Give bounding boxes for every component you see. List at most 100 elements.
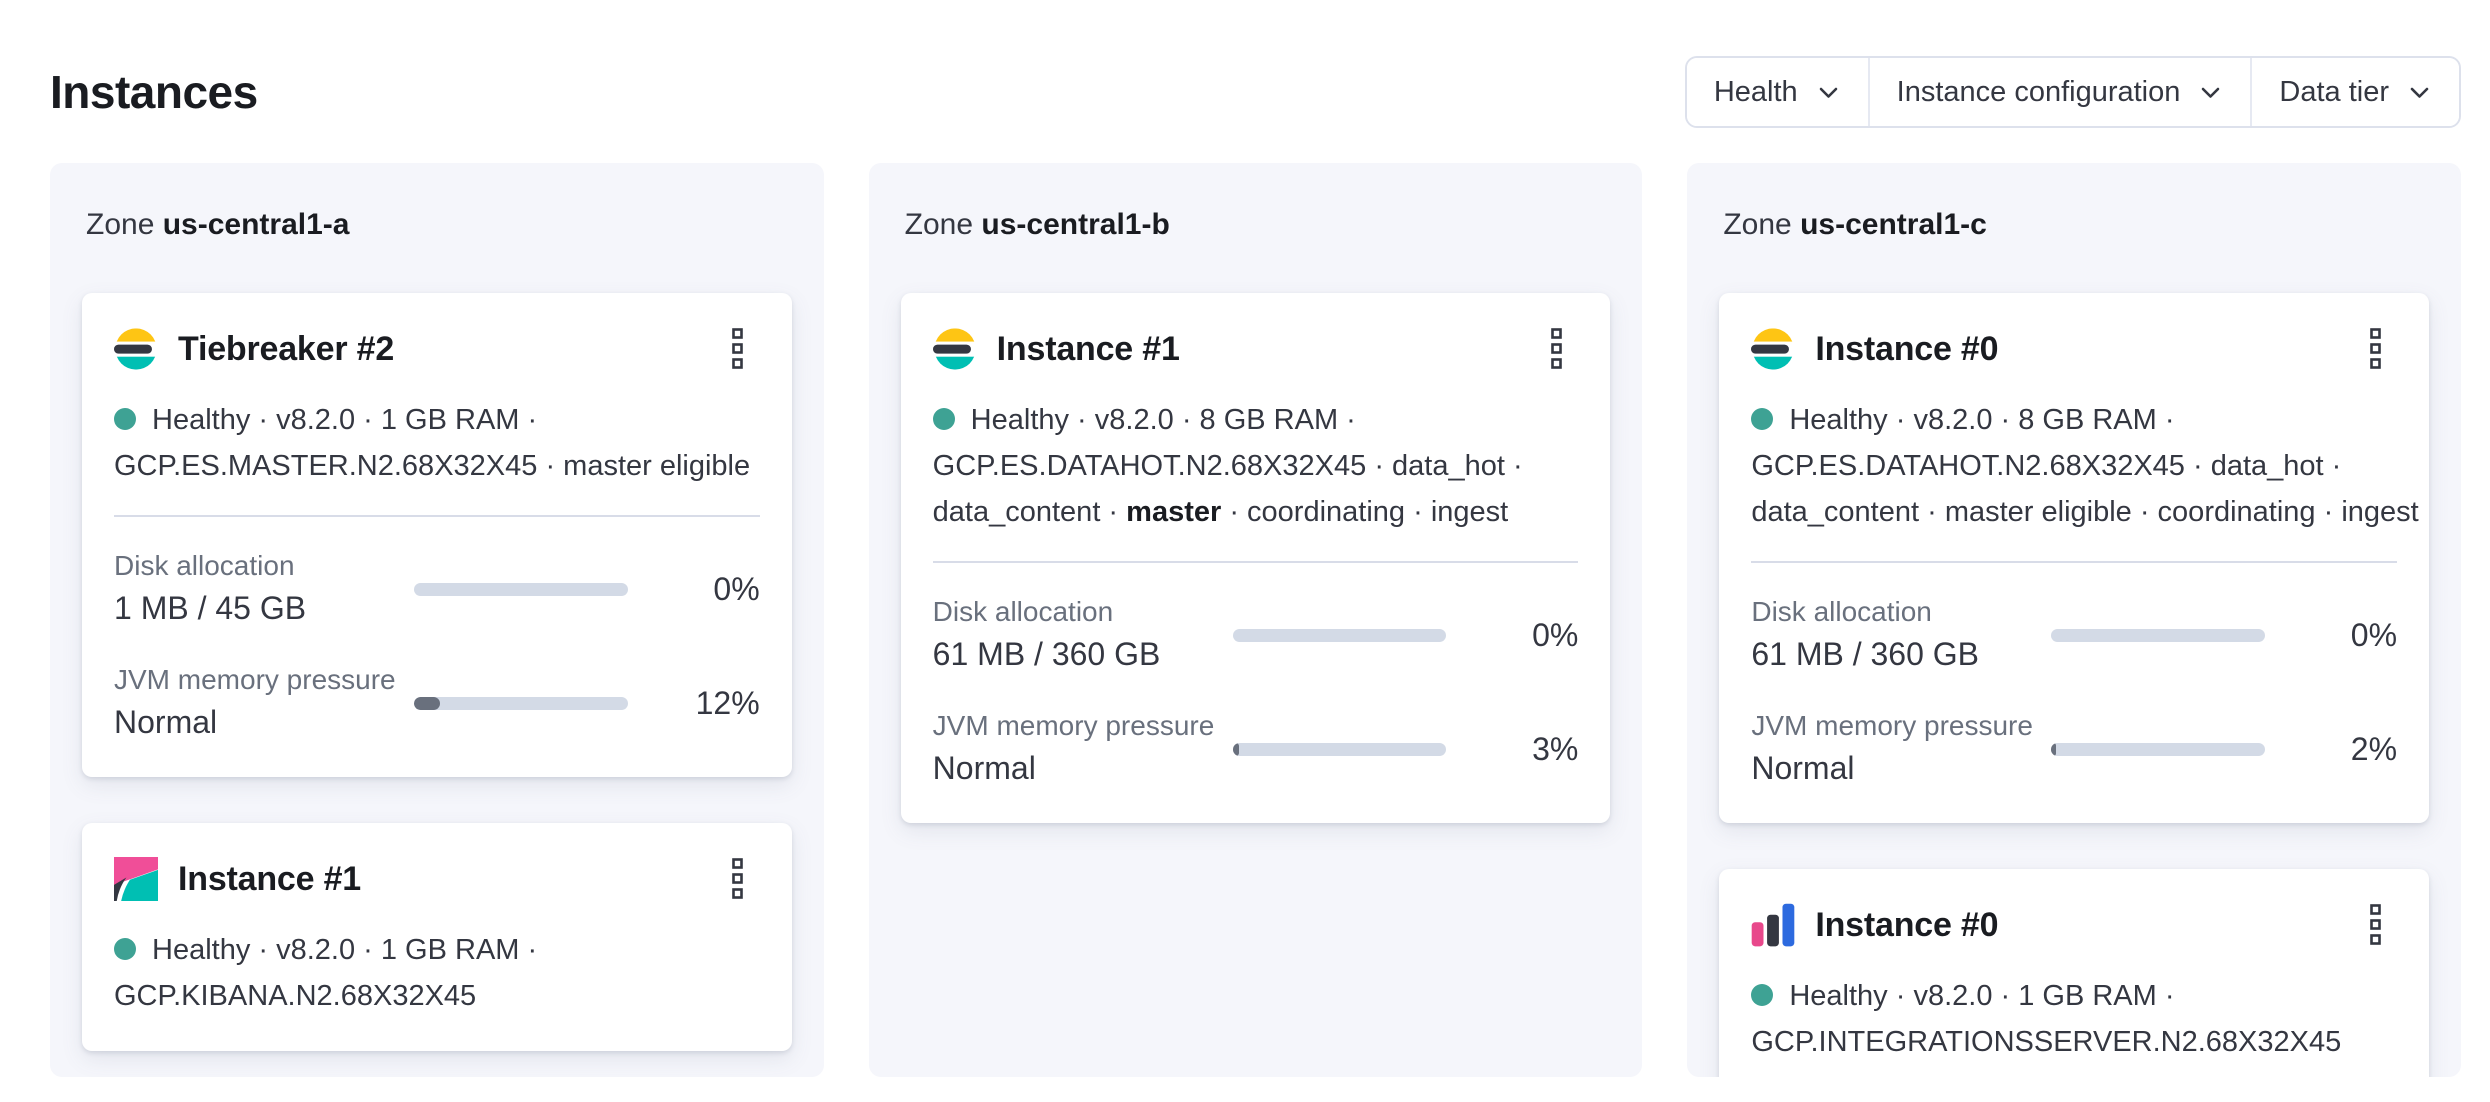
bold-role: master xyxy=(1126,496,1222,528)
filter-button-instance-configuration[interactable]: Instance configuration xyxy=(1867,58,2251,126)
zone-title: Zone us-central1-b xyxy=(904,208,1170,241)
zone-title: Zone us-central1-a xyxy=(86,208,350,241)
chevron-down-icon xyxy=(2202,87,2220,98)
health-dot xyxy=(1751,984,1774,1006)
instance-meta: Healthy · v8.2.0 · 8 GB RAM · GCP.ES.DAT… xyxy=(932,404,1523,528)
zone-panel-us-central1-b: Zone us-central1-b Instance #1 Healthy ·… xyxy=(868,163,1643,1077)
instance-title: Tiebreaker #2 xyxy=(178,329,395,368)
metric-percent: 2% xyxy=(2350,730,2398,767)
zone-panel-us-central1-a: Zone us-central1-a Tiebreaker #2 Healthy… xyxy=(50,163,824,1077)
progress-fill xyxy=(414,696,440,710)
metric-percent: 0% xyxy=(713,570,760,607)
metric-value: Normal xyxy=(932,750,1036,786)
health-dot xyxy=(114,408,136,430)
page-header: Instances Health Instance configuration … xyxy=(0,0,2490,128)
card-header: Instance #1 xyxy=(933,323,1579,375)
progress-fill xyxy=(2051,742,2056,756)
progress-track xyxy=(1232,628,1447,642)
metric-label: Disk allocation xyxy=(114,550,295,581)
instance-meta: Healthy · v8.2.0 · 1 GB RAM · GCP.INTEGR… xyxy=(1751,980,2342,1058)
metric-value: 61 MB / 360 GB xyxy=(1751,636,1980,672)
boxes-vertical-icon xyxy=(732,858,743,899)
metric-value: 1 MB / 45 GB xyxy=(114,590,307,626)
instance-menu-button[interactable] xyxy=(1534,323,1578,375)
filter-label: Health xyxy=(1713,75,1798,108)
metric-row-disk: Disk allocation 61 MB / 360 GB 0% xyxy=(933,593,1579,677)
instance-menu-button[interactable] xyxy=(716,853,760,905)
card-divider xyxy=(114,515,760,517)
instance-title: Instance #1 xyxy=(996,329,1180,368)
card-header: Instance #1 xyxy=(114,853,760,905)
boxes-vertical-icon xyxy=(2369,904,2381,945)
metric-percent: 3% xyxy=(1532,730,1579,767)
metric-label: Disk allocation xyxy=(1751,596,1932,627)
card-divider xyxy=(932,561,1579,563)
instance-menu-button[interactable] xyxy=(2353,899,2397,951)
integrations-server-logo-icon xyxy=(1752,903,1795,947)
elasticsearch-logo-icon xyxy=(933,327,977,371)
filter-button-health[interactable]: Health xyxy=(1686,58,1868,126)
metric-row-disk: Disk allocation 61 MB / 360 GB 0% xyxy=(1751,593,2397,677)
instance-card: Instance #1 Healthy · v8.2.0 · 1 GB RAM … xyxy=(82,823,792,1051)
elasticsearch-logo-icon xyxy=(114,327,158,371)
zone-name: us-central1-c xyxy=(1800,208,1987,241)
metric-row-disk: Disk allocation 1 MB / 45 GB 0% xyxy=(114,547,760,631)
card-stack: Tiebreaker #2 Healthy · v8.2.0 · 1 GB RA… xyxy=(82,293,792,1051)
progress-track xyxy=(414,696,628,710)
filter-group: Health Instance configuration Data tier xyxy=(1684,56,2461,128)
page-title: Instances xyxy=(50,66,258,118)
zone-panel-us-central1-c: Zone us-central1-c Instance #0 Healthy ·… xyxy=(1687,163,2462,1077)
zone-name: us-central1-b xyxy=(981,208,1170,241)
filter-label: Instance configuration xyxy=(1896,75,2181,108)
metric-row-jvm: JVM memory pressure Normal 12% xyxy=(114,661,760,745)
progress-track xyxy=(2051,742,2266,756)
chevron-down-icon xyxy=(1819,87,1837,98)
zone-name: us-central1-a xyxy=(162,208,350,241)
filter-button-data-tier[interactable]: Data tier xyxy=(2250,58,2459,126)
instance-meta: Healthy · v8.2.0 · 1 GB RAM · GCP.KIBANA… xyxy=(114,934,538,1012)
kibana-logo-icon xyxy=(114,857,158,901)
progress-fill xyxy=(1232,742,1240,756)
boxes-vertical-icon xyxy=(732,328,743,369)
health-dot xyxy=(114,938,136,960)
metric-percent: 12% xyxy=(695,684,760,721)
instance-title: Instance #1 xyxy=(178,859,362,898)
instance-menu-button[interactable] xyxy=(716,323,760,375)
health-dot xyxy=(1751,408,1774,430)
metric-value: Normal xyxy=(1751,750,1855,786)
card-header: Tiebreaker #2 xyxy=(114,323,760,375)
instance-menu-button[interactable] xyxy=(2353,323,2397,375)
boxes-vertical-icon xyxy=(1551,328,1562,369)
card-stack: Instance #1 Healthy · v8.2.0 · 8 GB RAM … xyxy=(900,293,1611,823)
boxes-vertical-icon xyxy=(2369,328,2381,369)
metric-row-jvm: JVM memory pressure Normal 2% xyxy=(1751,707,2397,791)
metric-label: JVM memory pressure xyxy=(1751,710,2033,741)
metric-label: JVM memory pressure xyxy=(114,664,396,695)
instance-title: Instance #0 xyxy=(1815,905,1999,944)
progress-track xyxy=(2051,628,2266,642)
metric-label: Disk allocation xyxy=(932,596,1114,627)
card-header: Instance #0 xyxy=(1751,323,2397,375)
health-dot xyxy=(932,408,955,430)
metric-row-jvm: JVM memory pressure Normal 3% xyxy=(933,707,1579,791)
card-header: Instance #0 xyxy=(1751,899,2397,951)
elasticsearch-logo-icon xyxy=(1751,327,1795,371)
metric-label: JVM memory pressure xyxy=(932,710,1215,741)
card-stack: Instance #0 Healthy · v8.2.0 · 8 GB RAM … xyxy=(1719,293,2430,1077)
instance-title: Instance #0 xyxy=(1815,329,1999,368)
chevron-down-icon xyxy=(2410,87,2429,98)
instance-card: Instance #0 Healthy · v8.2.0 · 1 GB RAM … xyxy=(1719,869,2430,1077)
metric-value: 61 MB / 360 GB xyxy=(932,636,1161,672)
progress-track xyxy=(1232,742,1447,756)
instance-card: Tiebreaker #2 Healthy · v8.2.0 · 1 GB RA… xyxy=(82,293,792,777)
instance-meta: Healthy · v8.2.0 · 8 GB RAM · GCP.ES.DAT… xyxy=(1751,404,2419,528)
progress-track xyxy=(414,582,628,596)
card-divider xyxy=(1751,561,2398,563)
metric-value: Normal xyxy=(114,704,218,740)
metric-percent: 0% xyxy=(2350,616,2398,653)
metric-percent: 0% xyxy=(1532,616,1579,653)
filter-label: Data tier xyxy=(2279,75,2389,108)
instance-card: Instance #1 Healthy · v8.2.0 · 8 GB RAM … xyxy=(900,293,1611,823)
instance-meta: Healthy · v8.2.0 · 1 GB RAM · GCP.ES.MAS… xyxy=(114,404,751,482)
